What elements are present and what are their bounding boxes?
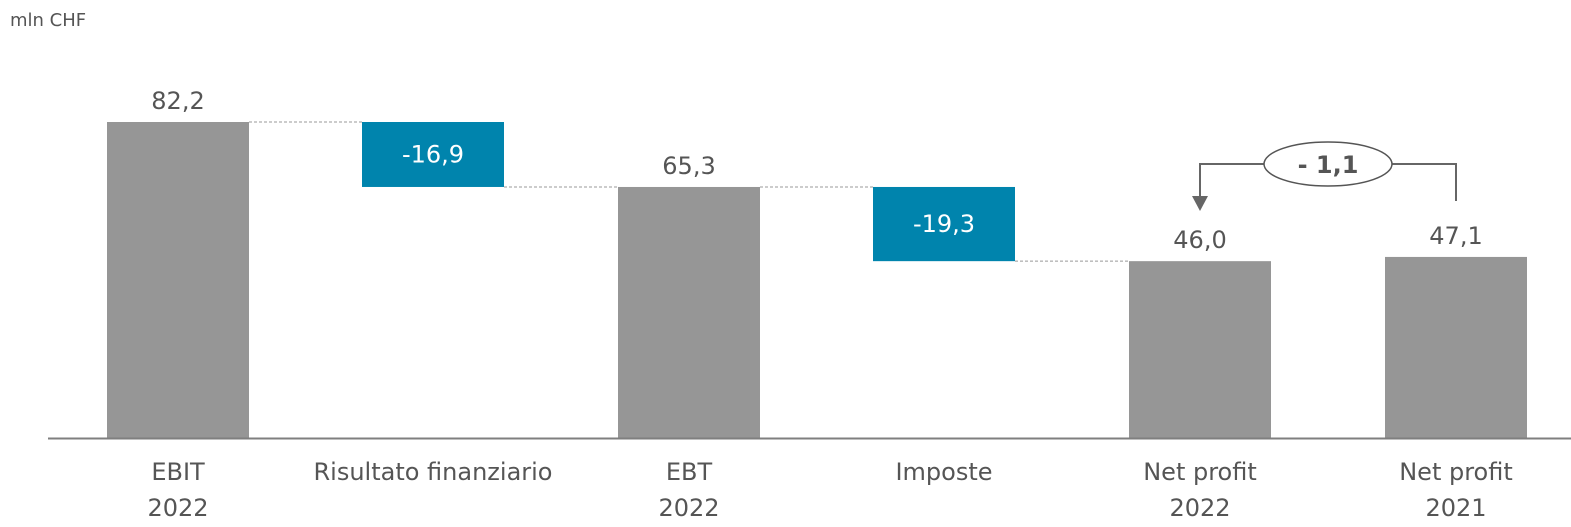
value-label-3: 65,3 — [662, 152, 715, 180]
category-label-6-line-1: Net profit — [1399, 458, 1513, 486]
category-label-5-line-1: Net profit — [1143, 458, 1257, 486]
category-label-5-line-2: 2022 — [1169, 494, 1230, 522]
value-label-2: -16,9 — [402, 140, 464, 168]
bar-2 — [362, 122, 504, 187]
bar-5 — [1129, 261, 1271, 438]
category-label-3-line-2: 2022 — [658, 494, 719, 522]
value-label-4: -19,3 — [913, 210, 975, 238]
category-label-3-line-1: EBT — [666, 458, 713, 486]
category-label-1-line-2: 2022 — [147, 494, 208, 522]
value-label-1: 82,2 — [151, 87, 204, 115]
unit-label: mln CHF — [10, 10, 87, 31]
bar-3 — [618, 186, 760, 438]
bar-6 — [1385, 256, 1527, 438]
comparison-arrow-icon — [1192, 196, 1208, 211]
bar-4 — [873, 186, 1015, 262]
comparison-bubble — [1263, 141, 1393, 187]
category-label-4-line-1: Imposte — [895, 458, 992, 486]
category-label-6-line-2: 2021 — [1425, 494, 1486, 522]
value-label-5: 46,0 — [1173, 226, 1226, 254]
category-label-1-line-1: EBIT — [151, 458, 205, 486]
bar-1 — [107, 122, 249, 438]
value-label-6: 47,1 — [1429, 222, 1482, 250]
category-label-2-line-1: Risultato finanziario — [313, 458, 552, 486]
comparison-label: - 1,1 — [1298, 151, 1359, 179]
